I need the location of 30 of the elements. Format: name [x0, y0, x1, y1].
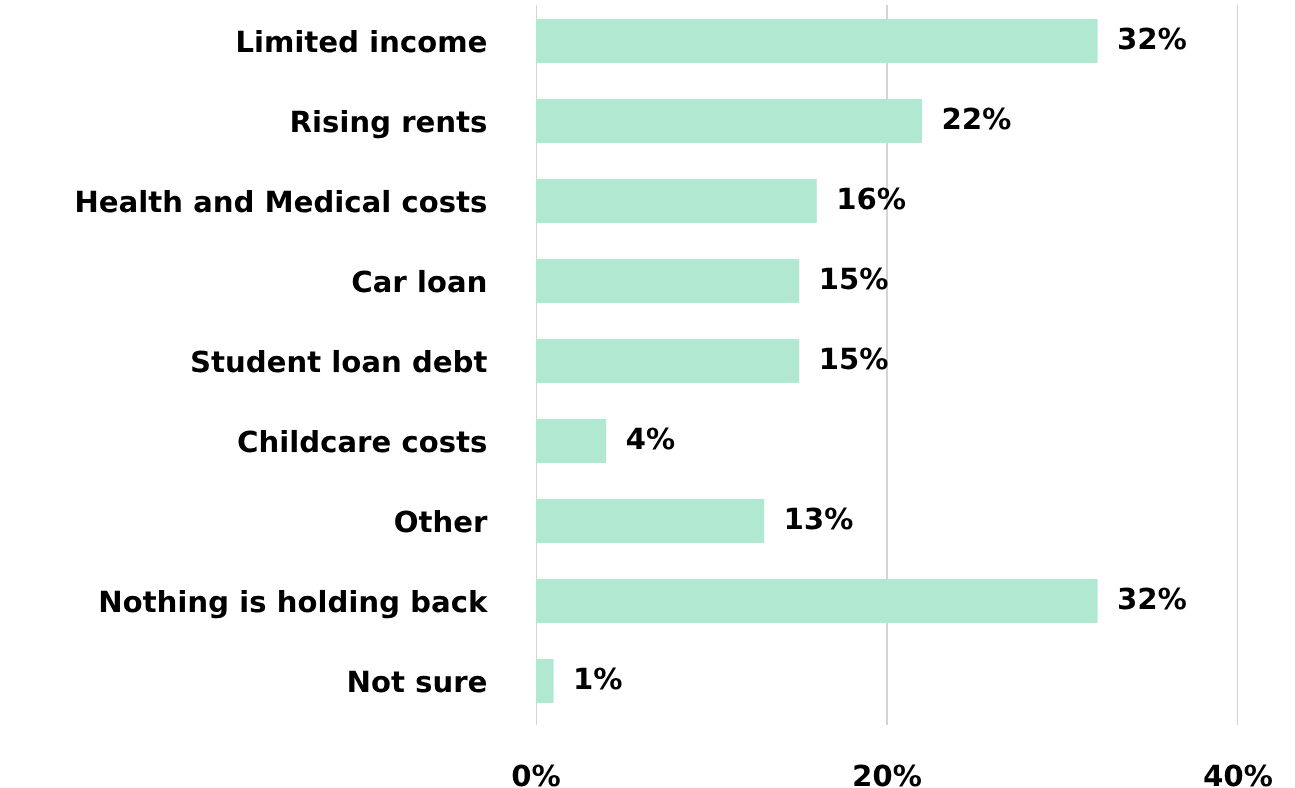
y-tick-label: Limited income — [238, 29, 486, 53]
data-label: 15% — [821, 347, 888, 370]
x-tick-label: 0% — [512, 764, 560, 787]
bar — [536, 19, 1098, 63]
data-label: 13% — [786, 507, 853, 530]
y-tick-label: Childcare costs — [238, 429, 487, 453]
data-label: 22% — [943, 107, 1011, 130]
y-tick-label: Student loan debt — [192, 349, 487, 373]
bar — [536, 659, 554, 703]
data-label: 32% — [1118, 587, 1186, 610]
bar — [536, 419, 607, 463]
data-label: 4% — [626, 427, 675, 450]
x-tick-label: 20% — [854, 764, 921, 787]
data-label: 32% — [1118, 27, 1186, 50]
bar — [536, 339, 800, 383]
bar — [536, 579, 1098, 623]
data-label: 16% — [839, 187, 906, 210]
y-tick-label: Nothing is holding back — [100, 589, 488, 619]
y-tick-label: Other — [395, 509, 488, 533]
y-tick-label: Rising rents — [292, 109, 487, 139]
y-tick-label: Car loan — [352, 269, 486, 293]
bar — [536, 99, 923, 143]
bar — [536, 499, 765, 543]
bar — [536, 179, 817, 223]
bar — [536, 259, 800, 303]
y-tick-label: Not sure — [349, 670, 486, 693]
data-label: 1% — [576, 667, 622, 690]
x-tick-label: 40% — [1204, 764, 1272, 787]
y-tick-label: Health and Medical costs — [77, 189, 487, 213]
data-label: 15% — [821, 267, 888, 290]
